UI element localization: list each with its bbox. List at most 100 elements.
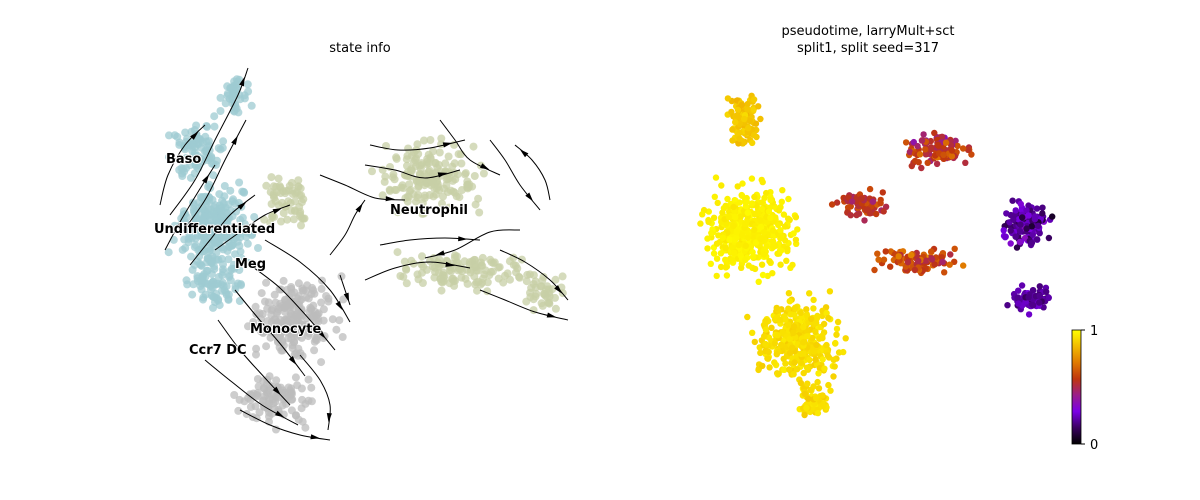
streamline-arrowhead: [239, 76, 245, 87]
state-point-undifferentiated: [224, 255, 233, 264]
state-point-undifferentiated: [243, 258, 252, 267]
state-point-undifferentiated: [231, 250, 239, 259]
pseudotime-point: [951, 245, 958, 252]
streamline-arrowhead: [272, 386, 281, 396]
state-point-neutrophil: [386, 186, 394, 195]
state-point-undifferentiated: [183, 213, 191, 222]
state-point-neutrophil: [402, 279, 411, 288]
pseudotime-point: [699, 211, 706, 218]
state-point-neutrophil: [262, 181, 271, 190]
pseudotime-point: [801, 411, 808, 419]
streamline-arrowhead: [519, 149, 529, 158]
pseudotime-point: [918, 137, 926, 144]
pseudotime-point: [729, 126, 736, 133]
pseudotime-point: [751, 211, 759, 218]
state-point-baso: [173, 132, 182, 141]
pseudotime-point: [757, 115, 764, 123]
pseudotime-point: [824, 352, 831, 359]
pseudotime-point: [928, 144, 935, 151]
pseudotime-point: [810, 305, 817, 312]
pseudotime-point: [755, 278, 762, 285]
state-point-neutrophil: [414, 150, 423, 158]
state-point-neutrophil: [392, 154, 401, 163]
pseudotime-point: [792, 304, 799, 311]
state-point-neutrophil: [444, 152, 453, 161]
pseudotime-point: [1025, 212, 1032, 219]
pseudotime-point: [819, 334, 826, 342]
pseudotime-point: [787, 311, 794, 318]
state-point-neutrophil: [515, 272, 523, 281]
state-point-monocyte: [259, 329, 268, 337]
pseudotime-point: [780, 211, 788, 218]
cluster-labels: Baso Undifferentiated Meg Neutrophil Mon…: [153, 151, 469, 359]
state-point-baso: [247, 101, 256, 110]
pseudotime-point: [1039, 204, 1046, 211]
pseudotime-point: [880, 208, 887, 215]
state-point-neutrophil: [415, 169, 424, 178]
pseudotime-point: [875, 256, 882, 263]
pseudotime-point: [826, 288, 834, 295]
pseudotime-point: [767, 214, 774, 221]
state-point-monocyte: [286, 312, 295, 321]
pseudotime-point: [902, 139, 910, 146]
state-point-neutrophil: [487, 267, 495, 276]
state-point-ccr7-dc: [307, 383, 316, 392]
pseudotime-point: [745, 124, 752, 132]
state-point-neutrophil: [368, 167, 376, 176]
state-point-monocyte: [328, 315, 337, 324]
pseudotime-point: [959, 145, 967, 152]
pseudotime-point: [947, 251, 954, 258]
pseudotime-point: [873, 210, 880, 218]
state-point-neutrophil: [469, 142, 478, 151]
state-point-neutrophil: [429, 147, 438, 156]
state-point-undifferentiated: [195, 198, 203, 207]
state-point-meg: [226, 276, 235, 285]
pseudotime-point: [833, 331, 840, 338]
pseudotime-point: [785, 290, 793, 297]
state-point-baso: [182, 154, 191, 162]
state-point-undifferentiated: [235, 178, 244, 187]
state-point-monocyte: [310, 346, 319, 355]
streamline-arrowhead: [190, 131, 199, 140]
state-point-neutrophil: [399, 272, 408, 281]
state-point-ccr7-dc: [307, 397, 316, 406]
state-point-monocyte: [279, 276, 288, 285]
pseudotime-point: [831, 363, 838, 370]
state-point-neutrophil: [470, 172, 479, 180]
pseudotime-point: [806, 356, 813, 364]
pseudotime-point: [744, 313, 751, 321]
state-point-monocyte: [252, 344, 261, 353]
state-point-undifferentiated: [254, 244, 262, 252]
state-point-neutrophil: [438, 199, 446, 208]
state-point-undifferentiated: [224, 221, 232, 229]
state-point-neutrophil: [468, 182, 477, 191]
pseudotime-point: [742, 199, 750, 206]
state-point-undifferentiated: [237, 254, 246, 263]
pseudotime-point: [1029, 302, 1037, 309]
state-point-neutrophil: [403, 151, 412, 160]
pseudotime-point: [722, 244, 729, 252]
state-point-monocyte: [337, 272, 346, 281]
pseudotime-point: [869, 198, 877, 205]
state-point-undifferentiated: [190, 243, 199, 251]
pseudotime-point: [773, 304, 780, 312]
pseudotime-point: [730, 249, 738, 256]
pseudotime-point: [792, 236, 800, 243]
state-point-neutrophil: [277, 217, 285, 226]
pseudotime-point: [785, 195, 792, 203]
state-point-undifferentiated: [211, 201, 220, 210]
state-point-neutrophil: [541, 291, 550, 300]
state-point-undifferentiated: [181, 244, 190, 252]
state-point-monocyte: [264, 298, 273, 307]
state-point-meg: [199, 293, 208, 302]
streamline-arrowhead: [335, 301, 343, 311]
pseudotime-point: [720, 205, 728, 212]
state-point-neutrophil: [418, 268, 426, 277]
panel-title-line-1: pseudotime, larryMult+sct: [782, 24, 955, 39]
state-point-monocyte: [294, 351, 302, 360]
pseudotime-point: [710, 214, 718, 221]
pseudotime-point: [764, 355, 771, 362]
pseudotime-point: [908, 162, 915, 170]
state-point-meg: [183, 280, 192, 289]
pseudotime-point: [771, 359, 778, 366]
